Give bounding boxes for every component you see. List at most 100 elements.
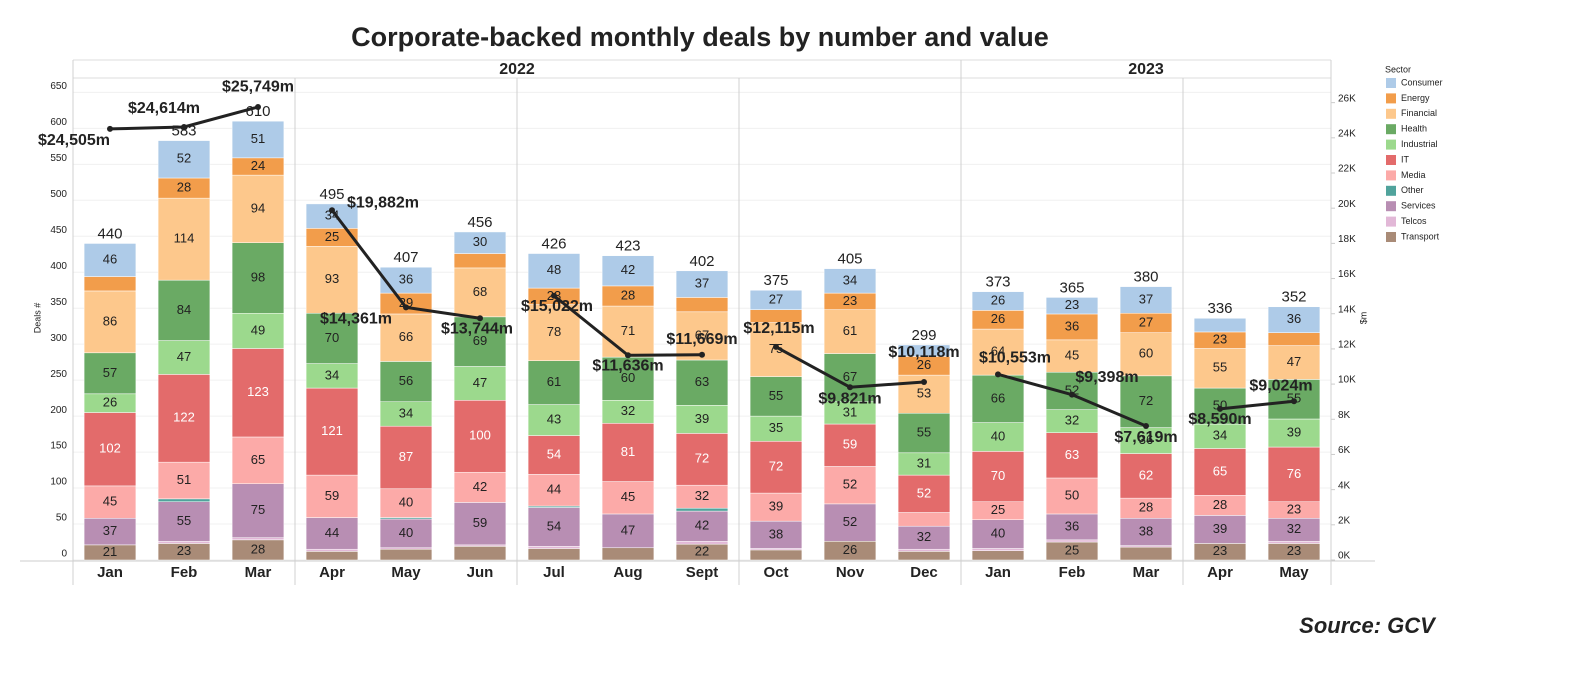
legend-swatch: [1386, 93, 1396, 104]
value-point: [1217, 405, 1223, 412]
bar-segment: [453, 471, 507, 503]
bar-segment: [453, 366, 507, 401]
segment-label: 72: [769, 459, 783, 474]
bar-segment: [83, 243, 137, 277]
segment-label: 84: [177, 302, 191, 317]
segment-label: 27: [769, 291, 783, 306]
segment-label: 32: [1287, 521, 1301, 536]
value-label: $7,619m: [1114, 429, 1177, 446]
segment-label: 69: [473, 333, 487, 348]
bar-segment: [1267, 345, 1321, 380]
bar-segment: [527, 548, 581, 561]
bar-segment: [453, 267, 507, 318]
x-tick-label: Apr: [1207, 564, 1233, 581]
x-tick-label: Dec: [910, 564, 938, 581]
bar-segment: [1119, 427, 1173, 454]
segment-label: 75: [251, 502, 265, 517]
segment-label: 49: [251, 322, 265, 337]
value-label: $10,553m: [979, 350, 1051, 367]
segment-label: 53: [917, 386, 931, 401]
bar-segment: [601, 481, 655, 515]
segment-label: 76: [1287, 466, 1301, 481]
bar-segment: [823, 423, 877, 467]
segment-label: 87: [399, 449, 413, 464]
segment-label: 100: [469, 428, 491, 443]
segment-label: 86: [103, 313, 117, 328]
segment-label: 39: [1287, 424, 1301, 439]
segment-label: 50: [1065, 487, 1079, 502]
segment-label: 52: [177, 151, 191, 166]
value-point: [107, 125, 113, 132]
bar-segment: [231, 537, 285, 541]
segment-label: 26: [843, 542, 857, 557]
legend-label: Financial: [1401, 108, 1437, 118]
bar-segment: [1193, 318, 1247, 333]
bar-segment: [749, 549, 803, 561]
legend-label: Telcos: [1401, 216, 1427, 226]
x-tick-label: Jun: [467, 564, 494, 581]
source: Source: GCV: [1299, 613, 1437, 638]
legend-swatch: [1386, 232, 1396, 242]
segment-label: 34: [325, 367, 339, 382]
value-point: [255, 104, 261, 111]
segment-label: 54: [547, 518, 561, 533]
segment-label: 66: [399, 329, 413, 344]
y2-tick-label: 26K: [1338, 93, 1356, 104]
bar-segment: [823, 503, 877, 542]
segment-label: 55: [769, 388, 783, 403]
value-label: $24,505m: [38, 132, 110, 149]
bar-segment: [83, 485, 137, 519]
y2-tick-label: 0K: [1338, 551, 1351, 562]
x-tick-label: Feb: [171, 564, 198, 581]
bar-segment: [527, 435, 581, 475]
segment-label: 66: [991, 390, 1005, 405]
bar-segment: [1119, 546, 1173, 561]
segment-label: 38: [769, 526, 783, 541]
bar-segment: [971, 328, 1025, 376]
legend-label: Health: [1401, 124, 1427, 134]
bar-segment: [305, 548, 359, 552]
value-point: [551, 292, 557, 299]
legend-label: Transport: [1401, 231, 1440, 241]
y2-tick-label: 24K: [1338, 128, 1356, 139]
segment-label: 67: [843, 369, 857, 384]
segment-label: 38: [1139, 523, 1153, 538]
segment-label: 71: [621, 323, 635, 338]
segment-label: 23: [1213, 543, 1227, 558]
bar-segment: [823, 268, 877, 294]
y2-tick-label: 8K: [1338, 410, 1351, 421]
segment-label: 37: [695, 276, 709, 291]
value-point: [1069, 391, 1075, 398]
bar-segment: [675, 507, 729, 512]
segment-label: 36: [1139, 432, 1153, 447]
bar-segment: [83, 352, 137, 395]
segment-label: 34: [325, 208, 339, 223]
bar-segment: [823, 466, 877, 505]
segment-label: 26: [103, 395, 117, 410]
bar-segment: [823, 309, 877, 354]
legend-swatch: [1386, 124, 1396, 135]
y2-tick-label: 12K: [1338, 340, 1356, 351]
bar-segment: [453, 502, 507, 546]
bar-segment: [157, 541, 211, 544]
segment-label: 36: [1287, 311, 1301, 326]
segment-label: 35: [769, 420, 783, 435]
value-label: $12,115m: [743, 320, 814, 337]
bar-segment: [379, 266, 433, 294]
segment-label: 122: [173, 410, 195, 425]
bar-segment: [1119, 518, 1173, 546]
legend-swatch: [1386, 155, 1396, 165]
segment-label: 28: [1213, 497, 1227, 512]
legend-label: Industrial: [1401, 139, 1438, 149]
segment-label: 57: [103, 365, 117, 380]
segment-label: 72: [1139, 393, 1153, 408]
segment-label: 70: [991, 468, 1005, 483]
value-label: $24,614m: [128, 100, 200, 117]
bar-segment: [527, 474, 581, 507]
segment-label: 47: [473, 375, 487, 390]
segment-label: 37: [1139, 291, 1153, 306]
bar-segment: [897, 344, 951, 357]
value-label: $9,398m: [1075, 369, 1138, 386]
value-point: [921, 379, 927, 386]
bar-segment: [749, 289, 803, 310]
